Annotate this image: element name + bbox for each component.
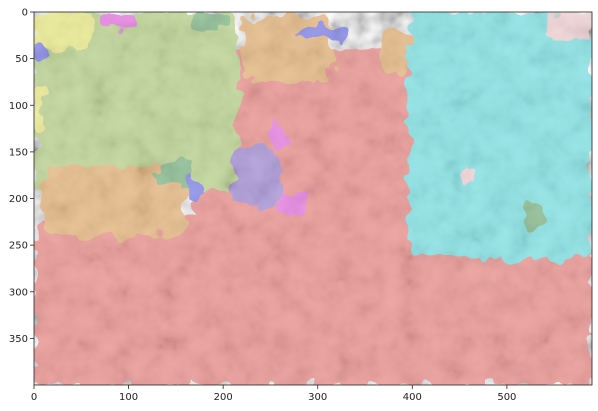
y-tick-label: 300	[9, 287, 28, 298]
segment-region-green	[190, 12, 228, 31]
y-axis: 0 50 100 150 200 250 300 350	[9, 8, 34, 345]
y-tick-label: 350	[9, 334, 28, 345]
segment-region-yellow	[34, 87, 45, 134]
x-tick-label: 500	[497, 392, 516, 403]
segment-region-yellow	[34, 12, 91, 49]
x-axis: 0 100 200 300 400 500	[31, 385, 517, 403]
segment-region-violet	[233, 147, 280, 208]
y-tick-label: 200	[9, 194, 28, 205]
segment-region-blue	[185, 175, 199, 203]
x-tick-label: 100	[119, 392, 138, 403]
segment-region-blue	[299, 26, 346, 40]
segment-region-magenta	[270, 124, 284, 147]
x-tick-label: 0	[31, 392, 37, 403]
segment-region-tan	[379, 31, 407, 73]
segment-region-magenta	[100, 12, 136, 31]
y-tick-label: 250	[9, 241, 28, 252]
segment-region-magenta	[280, 189, 306, 215]
segment-region-pink	[545, 12, 592, 40]
y-tick-label: 0	[22, 8, 28, 19]
y-tick-label: 50	[15, 54, 28, 65]
x-tick-label: 200	[214, 392, 233, 403]
segment-region-pink	[460, 166, 479, 185]
segment-region-blue	[34, 45, 48, 64]
x-tick-label: 400	[403, 392, 422, 403]
plot-area	[34, 12, 592, 385]
segment-region-green	[526, 203, 545, 231]
segment-region-cyan	[408, 12, 592, 259]
y-tick-label: 100	[9, 101, 28, 112]
x-tick-label: 300	[308, 392, 327, 403]
y-tick-label: 150	[9, 147, 28, 158]
segment-regions	[34, 12, 592, 385]
